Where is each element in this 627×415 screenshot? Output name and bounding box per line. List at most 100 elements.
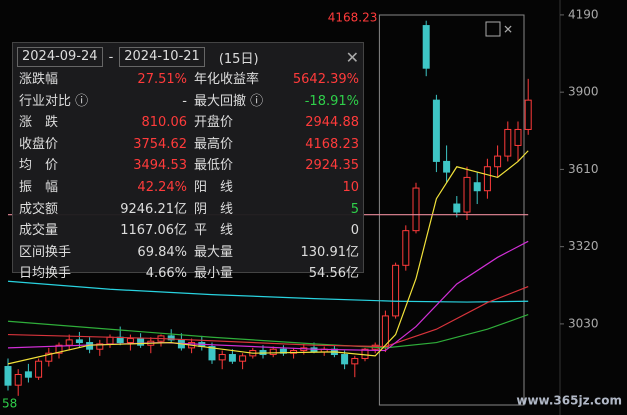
stat-value: 1167.06亿 <box>120 223 187 239</box>
corner-label: 58 <box>2 397 17 411</box>
stat-label: 最大回撤 ⓘ <box>194 93 264 109</box>
candle-body <box>402 230 410 266</box>
stat-label: 平 线 <box>194 223 234 239</box>
stat-label: 成交额 <box>19 201 59 217</box>
stat-value: 130.91亿 <box>300 244 360 260</box>
candle-body <box>463 176 471 213</box>
stat-label: 最高价 <box>194 136 234 152</box>
candle-body <box>412 187 420 232</box>
candle-body <box>432 99 440 162</box>
stat-value: -18.91% <box>304 93 359 109</box>
stat-row: 振 幅 42.24% 阳 线 10 <box>13 177 363 198</box>
candle-body <box>422 25 430 69</box>
candle-body <box>239 355 247 362</box>
stat-row: 成交量 1167.06亿平 线 0 <box>13 220 363 241</box>
stat-label: 振 幅 <box>19 180 59 195</box>
candle-body <box>524 99 532 130</box>
ma-line <box>7 280 529 303</box>
candle-body <box>4 366 12 386</box>
stat-row: 涨跌幅 27.51% 年化收益率 5642.39% <box>13 69 363 90</box>
stat-label: 行业对比 ⓘ <box>19 93 89 109</box>
candle-body <box>228 354 236 362</box>
stat-label: 最小量 <box>194 266 234 282</box>
candle-body <box>167 335 175 341</box>
candle-body <box>504 128 512 157</box>
candle-body <box>453 203 461 213</box>
stats-panel: 2024-09-24 - 2024-10-21 (15日) ✕ 涨跌幅 27.51… <box>12 42 364 281</box>
range-icon <box>485 21 501 37</box>
annotation: 4168.23 <box>328 11 378 25</box>
stat-value: 27.51% <box>137 72 187 87</box>
stat-value: 42.24% <box>137 180 187 195</box>
candle-body <box>310 347 318 353</box>
candle-body <box>290 350 298 354</box>
candle-body <box>14 374 22 386</box>
stat-row: 成交额 9246.21亿阴 线 5 <box>13 199 363 220</box>
stat-row: 均 价 3494.53 最低价 2924.35 <box>13 155 363 176</box>
candle-body <box>483 166 491 192</box>
ma-line <box>7 240 529 352</box>
stat-value: 54.56亿 <box>308 266 359 282</box>
stat-value: 810.06 <box>141 115 188 131</box>
end-date[interactable]: 2024-10-21 <box>119 47 205 67</box>
candle-body <box>381 315 389 348</box>
y-tick-label: 3610 <box>568 162 599 176</box>
stat-value: 0 <box>350 223 359 239</box>
candle-body <box>126 338 134 344</box>
candle-body <box>269 348 277 356</box>
candle-body <box>96 343 104 350</box>
candle-body <box>514 128 522 146</box>
y-tick-label: 3030 <box>568 316 599 330</box>
stat-label: 最大量 <box>194 244 234 260</box>
candle-body <box>208 346 216 361</box>
stat-value: 2944.88 <box>305 115 359 131</box>
close-button[interactable]: ✕ <box>345 47 359 67</box>
candle-body <box>443 160 451 173</box>
candle-body <box>341 354 349 365</box>
stat-label: 阴 线 <box>194 201 234 217</box>
stat-value: 4168.23 <box>305 136 359 152</box>
stat-value: 3494.53 <box>133 158 187 174</box>
stat-label: 均 价 <box>19 158 59 174</box>
watermark: www.365jz.com <box>516 394 622 408</box>
candle-body <box>75 339 83 344</box>
y-tick-label: 3900 <box>568 85 599 99</box>
candle-body <box>494 155 502 168</box>
dash: - <box>108 49 114 65</box>
candle-body <box>473 182 481 192</box>
candle-body <box>361 348 369 360</box>
stat-value: 5642.39% <box>292 72 359 87</box>
stat-label: 收盘价 <box>19 136 59 152</box>
stat-row: 行业对比 ⓘ - 最大回撤 ⓘ -18.91% <box>13 91 363 112</box>
stat-label: 区间换手 <box>19 244 72 260</box>
stat-value: 5 <box>350 201 359 217</box>
stat-value: 2924.35 <box>305 158 359 174</box>
stat-value: - <box>182 93 187 109</box>
stat-label: 最低价 <box>194 158 234 174</box>
start-date[interactable]: 2024-09-24 <box>17 47 103 67</box>
stat-label: 成交量 <box>19 223 59 239</box>
stat-value: 9246.21亿 <box>120 201 187 217</box>
range-box <box>378 14 525 406</box>
stat-label: 日均换手 <box>19 266 72 282</box>
ma-line <box>7 286 529 348</box>
candle-body <box>45 352 53 362</box>
stat-row: 收盘价 3754.62 最高价 4168.23 <box>13 134 363 155</box>
stat-label: 涨跌幅 <box>19 72 59 87</box>
ma-line <box>7 150 529 365</box>
candle-body <box>55 344 63 354</box>
days: (15日) <box>218 51 259 67</box>
panel-header: 2024-09-24 - 2024-10-21 (15日) ✕ <box>17 47 359 67</box>
candle-body <box>392 264 400 317</box>
candle-body <box>106 336 114 345</box>
candle-body <box>351 358 359 365</box>
range-close: ✕ <box>503 23 513 37</box>
stat-value: 10 <box>342 180 359 195</box>
stat-value: 4.66% <box>145 266 187 282</box>
stat-label: 涨 跌 <box>19 115 59 131</box>
candle-body <box>24 371 32 378</box>
stat-value: 69.84% <box>137 244 187 260</box>
candle-body <box>35 360 43 378</box>
candle-body <box>218 354 226 361</box>
